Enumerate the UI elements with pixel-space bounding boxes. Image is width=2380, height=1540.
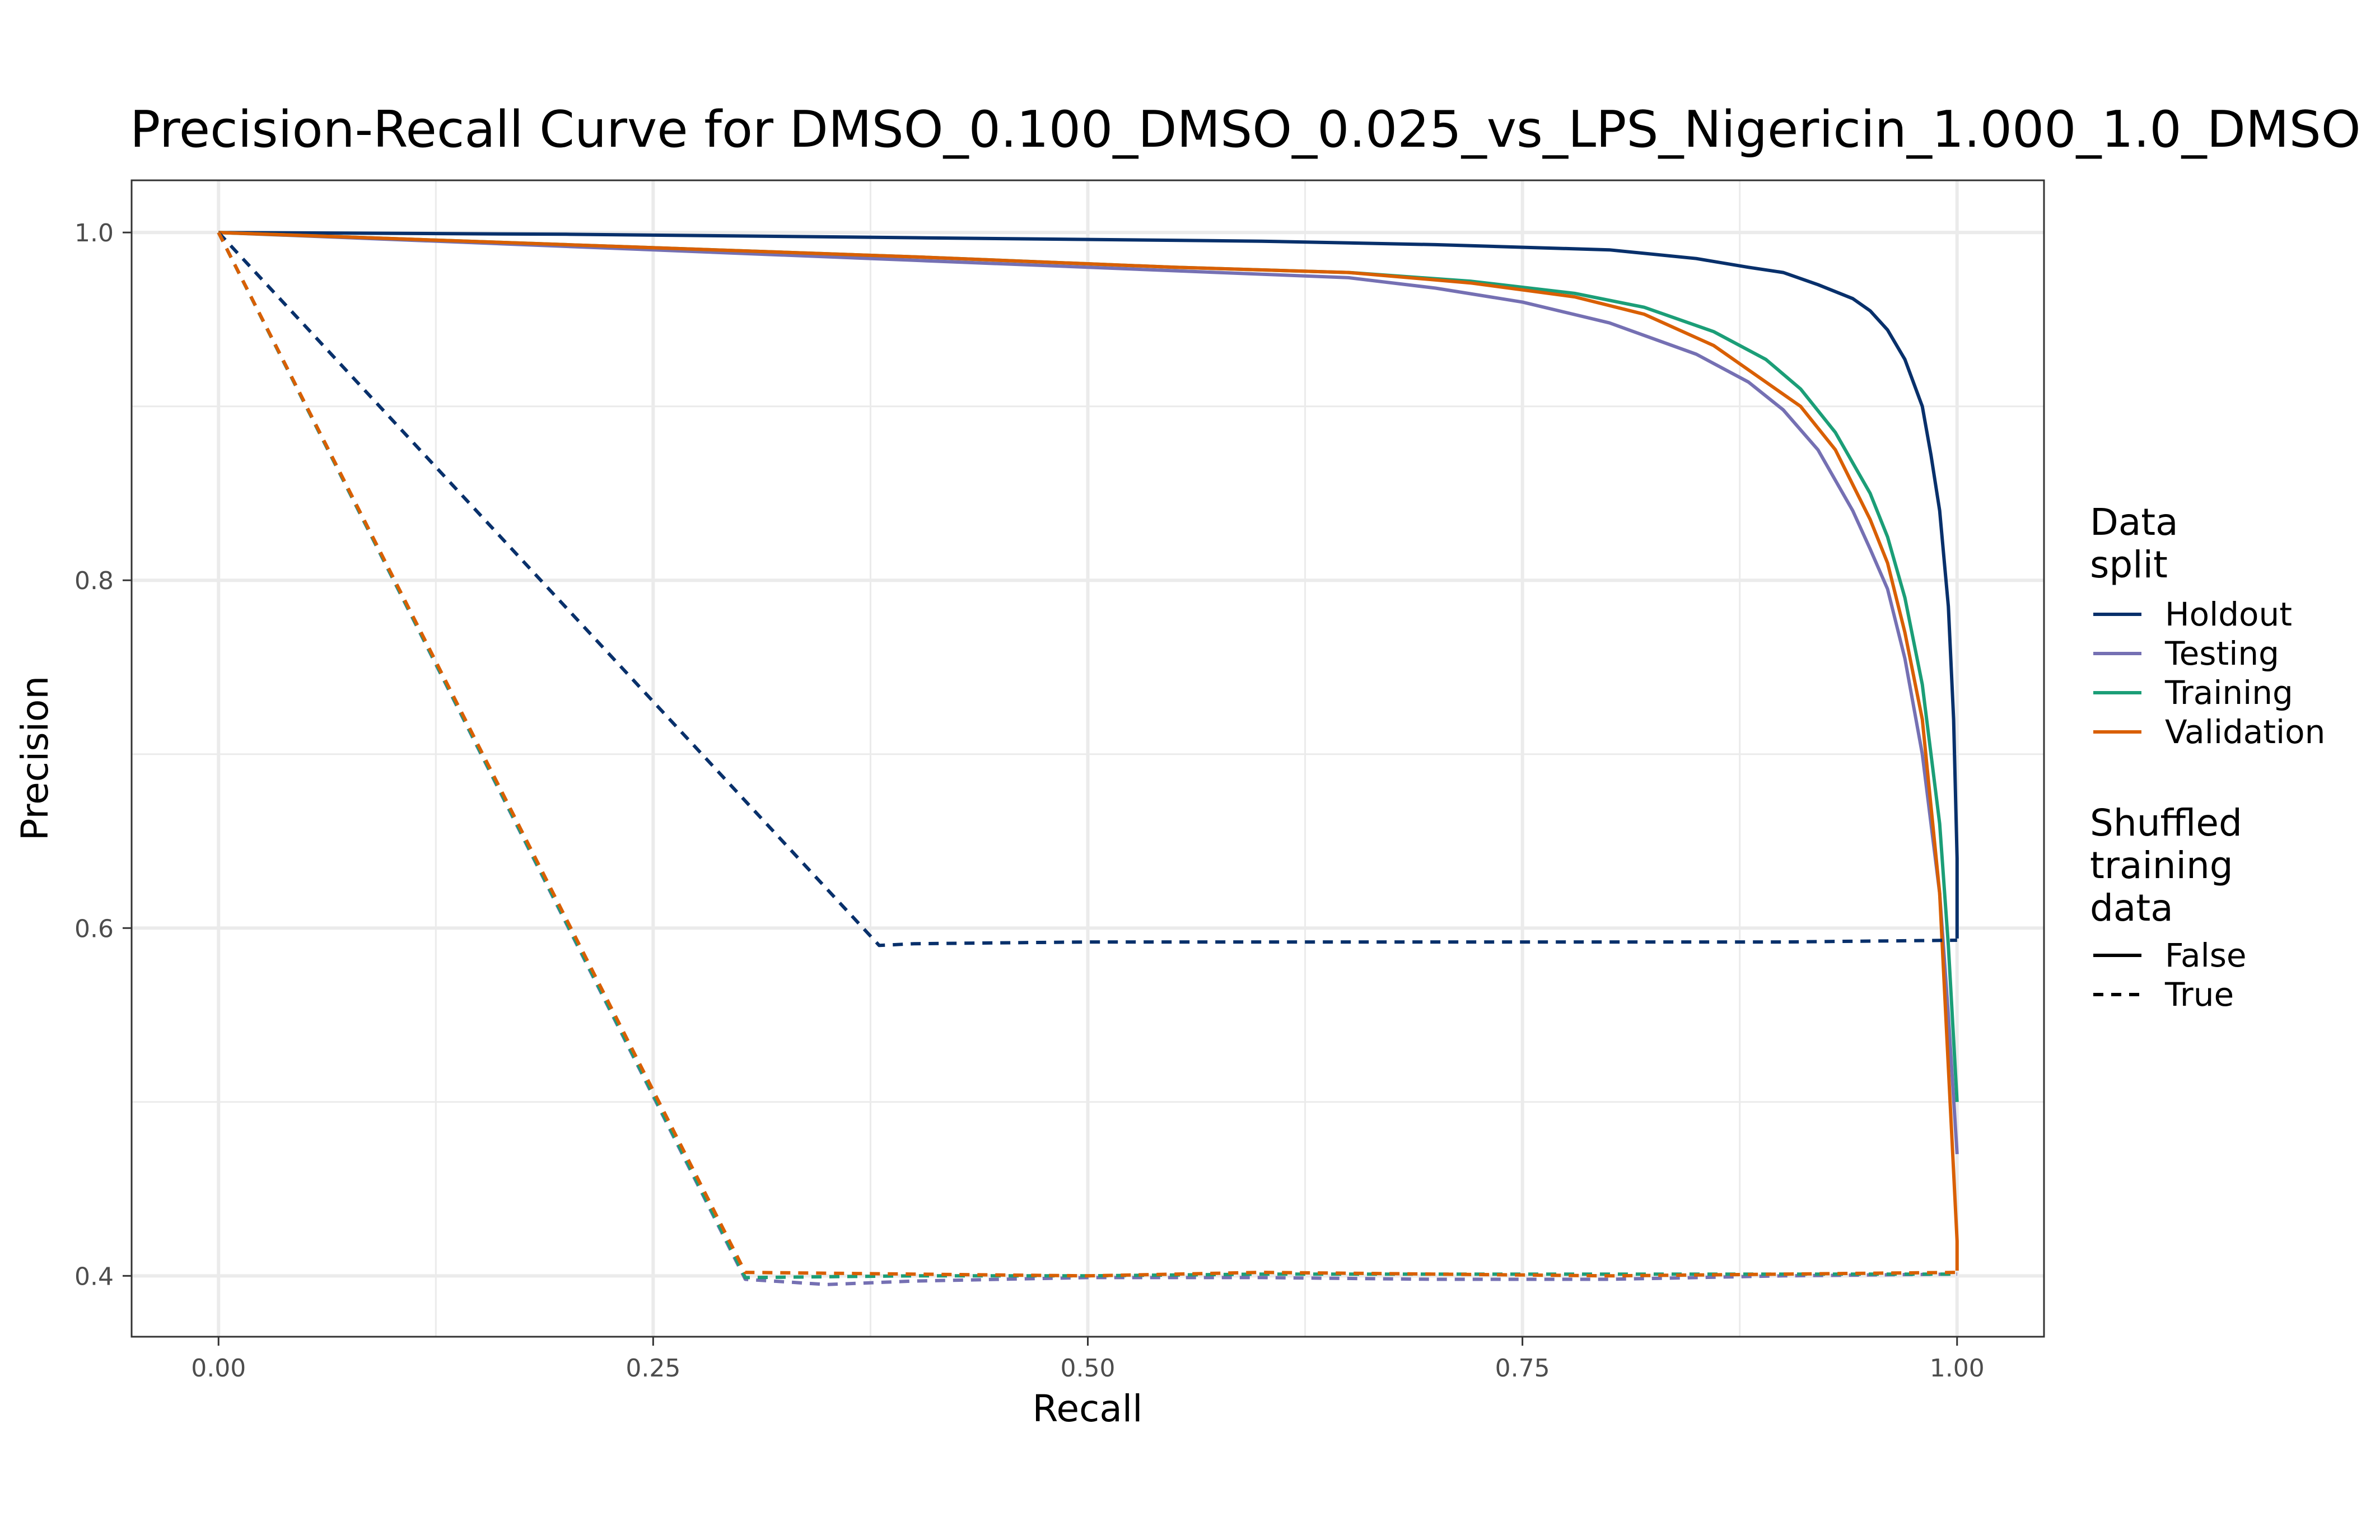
- y-axis: 0.4 0.6 0.8 1.0: [74, 219, 132, 1291]
- legend-label-testing: Testing: [2164, 634, 2279, 673]
- series-line-testing-shuffled: [217, 231, 1957, 1286]
- series-line-holdout: [218, 231, 1959, 939]
- series-lines: [217, 231, 1959, 1286]
- series-line-training-shuffled: [217, 231, 1957, 1280]
- chart-title: Precision-Recall Curve for DMSO_0.100_DM…: [130, 100, 2361, 159]
- x-tick-label: 0.50: [1061, 1354, 1116, 1383]
- legend-label-holdout: Holdout: [2165, 595, 2292, 633]
- legend-color-title: Data split: [2090, 501, 2178, 586]
- y-axis-title: Precision: [13, 676, 57, 841]
- x-tick-label: 0.25: [626, 1354, 680, 1383]
- x-tick-label: 1.00: [1930, 1354, 1985, 1383]
- x-axis-title: Recall: [1033, 1387, 1143, 1430]
- legend-label-false: False: [2165, 936, 2247, 974]
- y-tick-label: 0.8: [74, 567, 114, 595]
- y-tick-label: 0.6: [74, 914, 114, 943]
- x-axis: 0.00 0.25 0.50 0.75 1.00: [191, 1337, 1985, 1383]
- series-line-testing: [218, 231, 1959, 1155]
- x-tick-label: 0.00: [191, 1354, 246, 1383]
- legend-linetype-title: Shuffled training data: [2090, 801, 2242, 930]
- series-line-validation: [218, 231, 1959, 1271]
- legend-label-training: Training: [2164, 674, 2293, 712]
- x-tick-label: 0.75: [1495, 1354, 1550, 1383]
- y-tick-label: 1.0: [74, 219, 114, 248]
- y-tick-label: 0.4: [74, 1262, 114, 1291]
- legend-label-true: True: [2164, 976, 2234, 1014]
- legend: Data split HoldoutTestingTrainingValidati…: [2090, 501, 2325, 1014]
- series-line-validation-shuffled: [217, 231, 1957, 1278]
- legend-label-validation: Validation: [2165, 713, 2325, 751]
- series-line-holdout-shuffled: [217, 231, 1957, 948]
